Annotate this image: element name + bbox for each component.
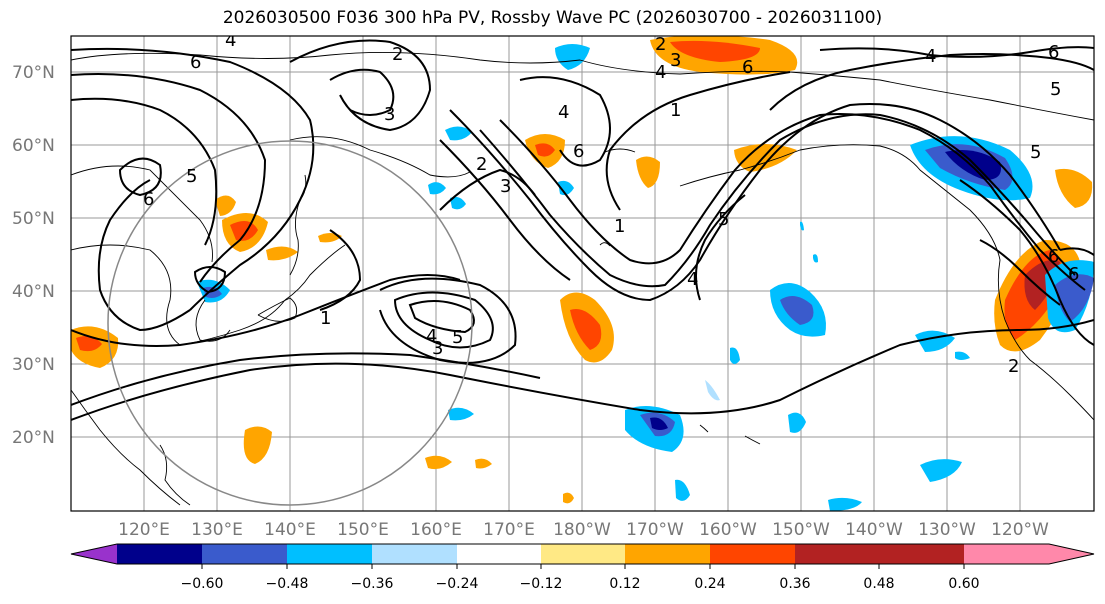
contour-label: 4 [925,46,936,67]
colorbar-tick-label: 0.60 [948,576,979,592]
contour-label: 5 [718,209,729,230]
colorbar-segment [457,544,541,564]
lon-label: 120°E [118,520,170,540]
colorbar-tick-label: 0.24 [694,576,725,592]
contour-label: 6 [190,52,201,73]
longitude-labels: 120°E 130°E 140°E 150°E 160°E 170°E 180°… [118,520,1049,540]
lon-label: 150°W [772,520,830,540]
lon-label: 170°W [626,520,684,540]
colorbar-segment [879,544,964,564]
colorbar-extend-low [71,544,117,564]
contour-label: 4 [225,30,236,51]
colorbar-segment [117,544,202,564]
lat-label: 30°N [12,355,55,375]
colorbar-tick-label: 0.12 [609,576,640,592]
colorbar-tick-label: −0.24 [436,576,479,592]
contour-label: 6 [143,189,154,210]
lon-label: 130°E [191,520,243,540]
chart-title: 2026030500 F036 300 hPa PV, Rossby Wave … [222,8,883,28]
contour-label: 2 [392,44,403,65]
latitude-labels: 70°N 60°N 50°N 40°N 30°N 20°N [12,63,55,448]
colorbar-segment [287,544,372,564]
contour-label: 3 [432,338,443,359]
lon-label: 140°W [845,520,903,540]
contour-label: 3 [384,104,395,125]
contour-label: 6 [1048,42,1059,63]
contour-label: 1 [614,216,625,237]
contour-label: 5 [186,166,197,187]
contour-label-group: 2 4 6 3 5 6 2 3 4 6 4 1 2 3 6 5 1 4 5 1 … [143,30,1079,377]
contour-label: 6 [1048,246,1059,267]
contour-label: 5 [1050,79,1061,100]
lat-label: 20°N [12,428,55,448]
colorbar-ticks [201,564,965,569]
contour-label: 2 [655,34,666,55]
lon-label: 180°W [553,520,611,540]
lat-label: 70°N [12,63,55,83]
contour-label: 4 [687,269,698,290]
lon-label: 160°E [410,520,462,540]
lon-label: 150°E [337,520,389,540]
colorbar-tick-label: −0.60 [181,576,224,592]
colorbar-tick-label: 0.36 [779,576,810,592]
contour-label: 2 [1008,356,1019,377]
pv-fill-negative [197,44,1094,511]
coastlines [71,51,1094,506]
contour-label: 1 [320,308,331,329]
colorbar-segment [202,544,287,564]
pv-contours [71,39,1094,421]
lon-label: 160°W [699,520,757,540]
colorbar-tick-label: −0.12 [520,576,563,592]
colorbar-tick-labels: −0.60 −0.48 −0.36 −0.24 −0.12 0.12 0.24 … [181,576,980,592]
contour-label: 4 [655,62,666,83]
colorbar-segment [795,544,879,564]
lat-label: 60°N [12,136,55,156]
colorbar-segment [625,544,710,564]
colorbar-tick-label: −0.48 [266,576,309,592]
colorbar: −0.60 −0.48 −0.36 −0.24 −0.12 0.12 0.24 … [70,543,1095,592]
highlight-circle [107,140,473,506]
colorbar-segment [710,544,795,564]
contour-label: 5 [1030,142,1041,163]
lon-label: 140°E [264,520,316,540]
colorbar-outline [70,543,1095,565]
lat-label: 40°N [12,282,55,302]
contour-label: 5 [452,327,463,348]
colorbar-segment [372,544,457,564]
contour-label: 6 [742,57,753,78]
colorbar-segment [541,544,625,564]
lat-label: 50°N [12,209,55,229]
contour-label: 2 [476,154,487,175]
contour-label: 3 [500,176,511,197]
colorbar-tick-label: 0.48 [863,576,894,592]
colorbar-tick-label: −0.36 [351,576,394,592]
contour-label: 6 [1068,264,1079,285]
contour-label: 1 [670,100,681,121]
lon-label: 130°W [918,520,976,540]
map-frame [70,35,1095,512]
lon-label: 170°E [483,520,535,540]
contour-label: 4 [558,102,569,123]
contour-label: 6 [573,141,584,162]
contour-label: 3 [670,50,681,71]
lon-label: 120°W [991,520,1049,540]
contour-label: 4 [426,326,437,347]
